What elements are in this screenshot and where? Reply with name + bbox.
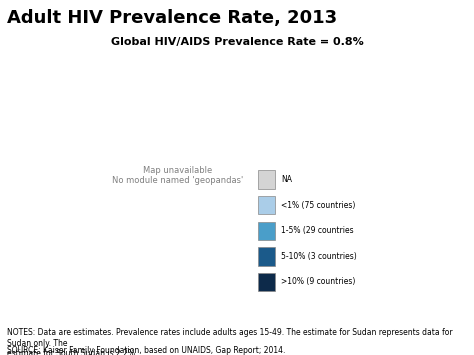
Text: <1% (75 countries): <1% (75 countries) <box>281 201 356 210</box>
Text: 1-5% (29 countries: 1-5% (29 countries <box>281 226 354 235</box>
Text: Map unavailable
No module named 'geopandas': Map unavailable No module named 'geopand… <box>112 166 243 185</box>
Text: SOURCE: Kaiser Family Foundation, based on UNAIDS, Gap Report; 2014.: SOURCE: Kaiser Family Foundation, based … <box>7 346 285 355</box>
Text: NOTES: Data are estimates. Prevalence rates include adults ages 15-49. The estim: NOTES: Data are estimates. Prevalence ra… <box>7 328 453 355</box>
Text: Adult HIV Prevalence Rate, 2013: Adult HIV Prevalence Rate, 2013 <box>7 9 337 27</box>
Text: Global HIV/AIDS Prevalence Rate = 0.8%: Global HIV/AIDS Prevalence Rate = 0.8% <box>110 37 364 47</box>
FancyBboxPatch shape <box>258 170 275 189</box>
Text: >10% (9 countries): >10% (9 countries) <box>281 277 356 286</box>
Text: 5-10% (3 countries): 5-10% (3 countries) <box>281 252 357 261</box>
Text: KAISER
FAMILY
FOUNDATION: KAISER FAMILY FOUNDATION <box>418 330 445 343</box>
FancyBboxPatch shape <box>258 273 275 291</box>
FancyBboxPatch shape <box>258 222 275 240</box>
FancyBboxPatch shape <box>258 196 275 214</box>
Text: NA: NA <box>281 175 292 184</box>
FancyBboxPatch shape <box>258 247 275 266</box>
